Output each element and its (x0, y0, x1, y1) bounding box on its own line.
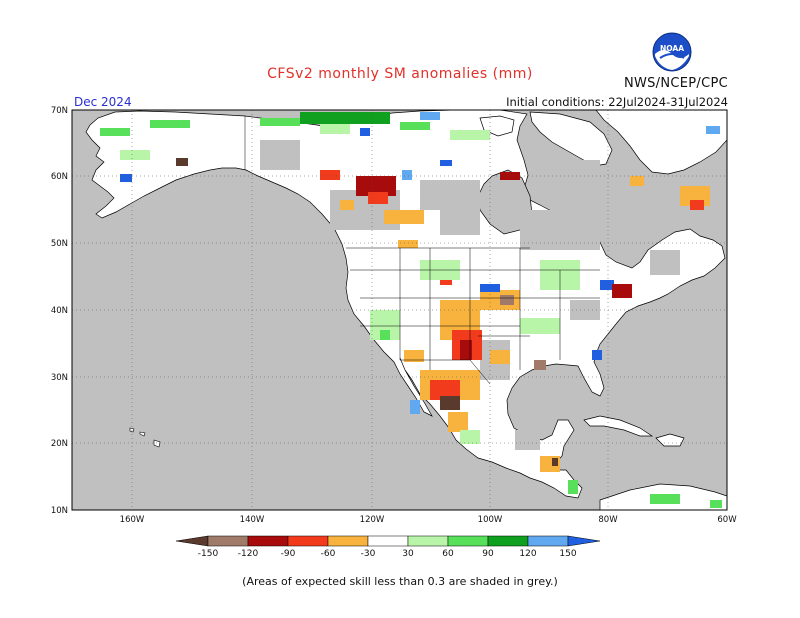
lat-label: 40N (51, 306, 68, 316)
colorbar: -150 -120 -90 -60 -30 30 60 90 120 150 (175, 535, 601, 559)
lat-label: 10N (51, 506, 68, 516)
skill-footnote: (Areas of expected skill less than 0.3 a… (242, 575, 558, 588)
low-skill-shading (260, 140, 680, 450)
colorbar-label: -30 (361, 549, 376, 559)
colorbar-swatch (367, 535, 409, 547)
colorbar-label: -90 (281, 549, 296, 559)
colorbar-swatch (287, 535, 329, 547)
map-title: CFSv2 monthly SM anomalies (mm) (267, 66, 533, 82)
lat-label: 50N (51, 239, 68, 249)
lon-label: 100W (478, 515, 503, 525)
map-frame (71, 109, 728, 511)
colorbar-label: 150 (559, 549, 576, 559)
longitude-labels: 160W 140W 120W 100W 80W 60W (120, 515, 738, 525)
lat-label: 30N (51, 373, 68, 383)
noaa-logo-text: NOAA (660, 44, 684, 53)
colorbar-swatch (247, 535, 289, 547)
lon-label: 120W (360, 515, 385, 525)
lon-label: 80W (598, 515, 618, 525)
lat-label: 20N (51, 439, 68, 449)
anomaly-cells (100, 112, 722, 508)
initial-conditions: Initial conditions: 22Jul2024-31Jul2024 (506, 95, 728, 109)
colorbar-swatch (447, 535, 489, 547)
colorbar-swatch (527, 535, 569, 547)
colorbar-label: 60 (442, 549, 454, 559)
cuba-land (583, 415, 654, 437)
forecast-month: Dec 2024 (74, 95, 132, 109)
noaa-logo-icon: NOAA (652, 32, 692, 72)
colorbar-min-arrow (175, 535, 209, 547)
lat-label: 70N (51, 106, 68, 116)
colorbar-swatch (487, 535, 529, 547)
latitude-labels: 70N 60N 50N 40N 30N 20N 10N (51, 106, 68, 516)
lon-label: 140W (240, 515, 265, 525)
graticule (72, 110, 727, 510)
colorbar-label: -150 (198, 549, 219, 559)
map-area (72, 110, 727, 510)
colorbar-label: -120 (238, 549, 259, 559)
lon-label: 60W (717, 515, 737, 525)
political-boundaries (244, 116, 600, 385)
colorbar-swatch (407, 535, 449, 547)
colorbar-swatch (327, 535, 369, 547)
agency-label: NWS/NCEP/CPC (623, 76, 728, 91)
colorbar-label: -60 (321, 549, 336, 559)
colorbar-label: 30 (402, 549, 414, 559)
greenland-land (595, 110, 727, 175)
colorbar-max-arrow (567, 535, 601, 547)
lat-label: 60N (51, 172, 68, 182)
lon-label: 160W (120, 515, 145, 525)
colorbar-label: 90 (482, 549, 494, 559)
hawaii-land (129, 427, 161, 448)
colorbar-swatch (207, 535, 249, 547)
colorbar-label: 120 (519, 549, 536, 559)
